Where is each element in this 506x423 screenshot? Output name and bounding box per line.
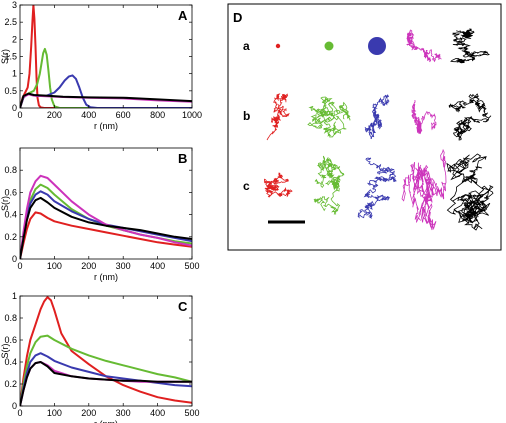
series-group xyxy=(20,5,192,108)
x-tick-label: 400 xyxy=(150,408,165,418)
panel-d-frame xyxy=(227,3,502,251)
trajectory-a-2 xyxy=(324,41,334,51)
row-label-c: c xyxy=(243,179,250,193)
y-tick-label: 0 xyxy=(12,103,17,113)
series-line-5 xyxy=(20,361,192,406)
x-tick-label: 1000 xyxy=(182,110,202,120)
row-label-b: b xyxy=(243,109,250,123)
series-line-1 xyxy=(20,296,192,406)
y-tick-label: 0 xyxy=(12,254,17,264)
trajectory-c-2 xyxy=(313,155,345,215)
trajectory-c-3 xyxy=(357,157,397,219)
panel-d-label: D xyxy=(233,10,242,25)
series-line-5 xyxy=(20,196,192,259)
series-line-5 xyxy=(20,92,192,108)
series-group xyxy=(20,296,192,406)
x-tick-label: 0 xyxy=(17,408,22,418)
panel-b-chart: 0 100 200 300 400 500 0 0.2 0.4 0.6 0.8 r (nm) S(r) B xyxy=(0,147,200,282)
trajectory-a-1 xyxy=(275,43,281,49)
trajectory-b-2 xyxy=(307,96,351,138)
x-tick-label: 0 xyxy=(17,261,22,271)
trajectory-c-5 xyxy=(446,153,494,231)
x-tick-label: 0 xyxy=(17,110,22,120)
y-tick-label: 0.6 xyxy=(4,187,17,197)
x-axis-label: r (nm) xyxy=(94,121,118,131)
y-tick-label: 1 xyxy=(12,291,17,301)
y-tick-label: 0.4 xyxy=(4,357,17,367)
panel-a-chart: 0 200 400 600 800 1000 0 0.5 1 1.5 2 2.5 3 r (nm) S(r)… xyxy=(0,0,202,131)
y-tick-label: 0.5 xyxy=(4,86,17,96)
x-tick-label: 500 xyxy=(184,408,199,418)
x-tick-label: 500 xyxy=(184,261,199,271)
trajectory-a-3 xyxy=(368,37,386,55)
y-tick-label: 0.4 xyxy=(4,210,17,220)
axes-frame xyxy=(19,295,193,407)
y-tick-label: 1.5 xyxy=(4,52,17,62)
series-line-4 xyxy=(20,174,192,259)
x-tick-label: 400 xyxy=(150,261,165,271)
panel-d-trajectories: D a b c xyxy=(227,3,502,251)
x-tick-label: 100 xyxy=(47,261,62,271)
y-axis-label: S(r) xyxy=(0,196,10,211)
series-line-1 xyxy=(20,5,192,108)
x-axis-label: r (nm) xyxy=(94,419,118,423)
series-line-2 xyxy=(20,183,192,259)
trajectory-b-1 xyxy=(266,93,290,141)
x-tick-label: 800 xyxy=(150,110,165,120)
x-tick-label: 300 xyxy=(116,408,131,418)
series-line-1 xyxy=(20,211,192,259)
panel-label: A xyxy=(178,8,188,23)
y-tick-label: 0.2 xyxy=(4,232,17,242)
y-tick-label: 0.6 xyxy=(4,335,17,345)
series-group xyxy=(20,174,192,259)
y-tick-label: 0 xyxy=(12,401,17,411)
x-tick-label: 200 xyxy=(81,408,96,418)
trajectory-c-1 xyxy=(263,172,293,198)
series-line-3 xyxy=(20,190,192,259)
x-tick-label: 300 xyxy=(116,261,131,271)
y-axis-label: S(r) xyxy=(0,49,10,64)
axes-frame xyxy=(19,4,193,109)
y-tick-label: 0.8 xyxy=(4,165,17,175)
y-tick-label: 0.2 xyxy=(4,379,17,389)
x-axis-label: r (nm) xyxy=(94,272,118,282)
y-tick-label: 0.8 xyxy=(4,313,17,323)
trajectory-a-4 xyxy=(406,29,442,63)
y-tick-label: 2 xyxy=(12,34,17,44)
axes-frame xyxy=(19,147,193,260)
x-tick-label: 100 xyxy=(47,408,62,418)
trajectory-b-3 xyxy=(364,94,390,140)
x-tick-label: 600 xyxy=(116,110,131,120)
panel-label: C xyxy=(178,299,188,314)
y-axis-label: S(r) xyxy=(0,344,10,359)
panel-label: B xyxy=(178,151,187,166)
trajectory-a-5 xyxy=(450,28,490,64)
trajectory-b-4 xyxy=(411,99,437,135)
trajectory-c-4 xyxy=(401,148,447,231)
row-label-a: a xyxy=(243,39,250,53)
trajectory-b-5 xyxy=(448,93,492,141)
y-tick-label: 3 xyxy=(12,0,17,10)
series-line-3 xyxy=(20,74,192,108)
trajectory-group xyxy=(263,28,494,231)
x-tick-label: 200 xyxy=(47,110,62,120)
y-tick-label: 2.5 xyxy=(4,17,17,27)
y-tick-label: 1 xyxy=(12,69,17,79)
x-tick-label: 200 xyxy=(81,261,96,271)
x-tick-label: 400 xyxy=(81,110,96,120)
series-line-2 xyxy=(20,334,192,406)
panel-c-chart: 0 100 200 300 400 500 0 0.2 0.4 0.6 0.8 1 r (nm) S(r)… xyxy=(0,291,200,423)
